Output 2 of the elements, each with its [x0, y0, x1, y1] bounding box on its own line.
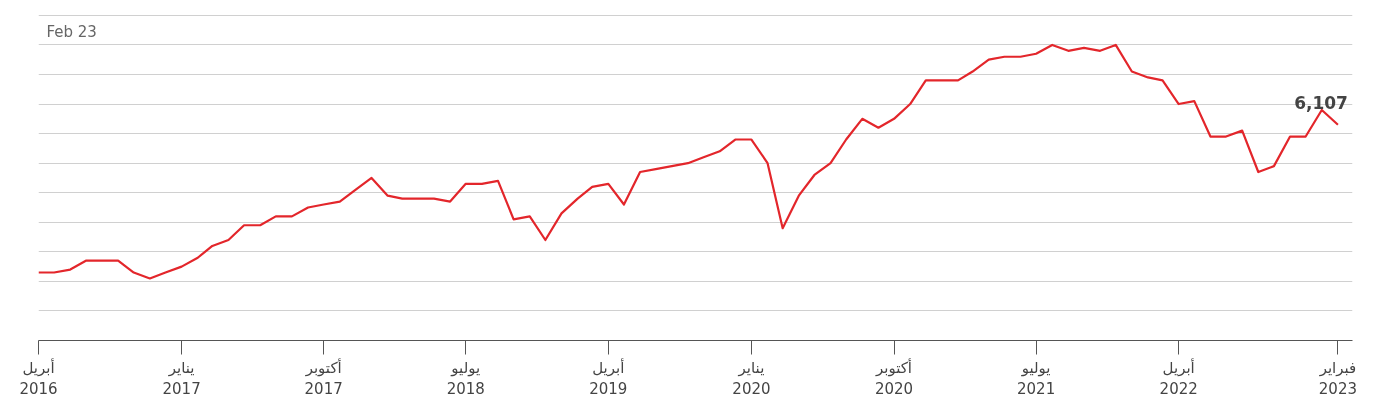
text: Feb 23	[46, 22, 97, 41]
annotation: 6,107	[1294, 92, 1348, 113]
